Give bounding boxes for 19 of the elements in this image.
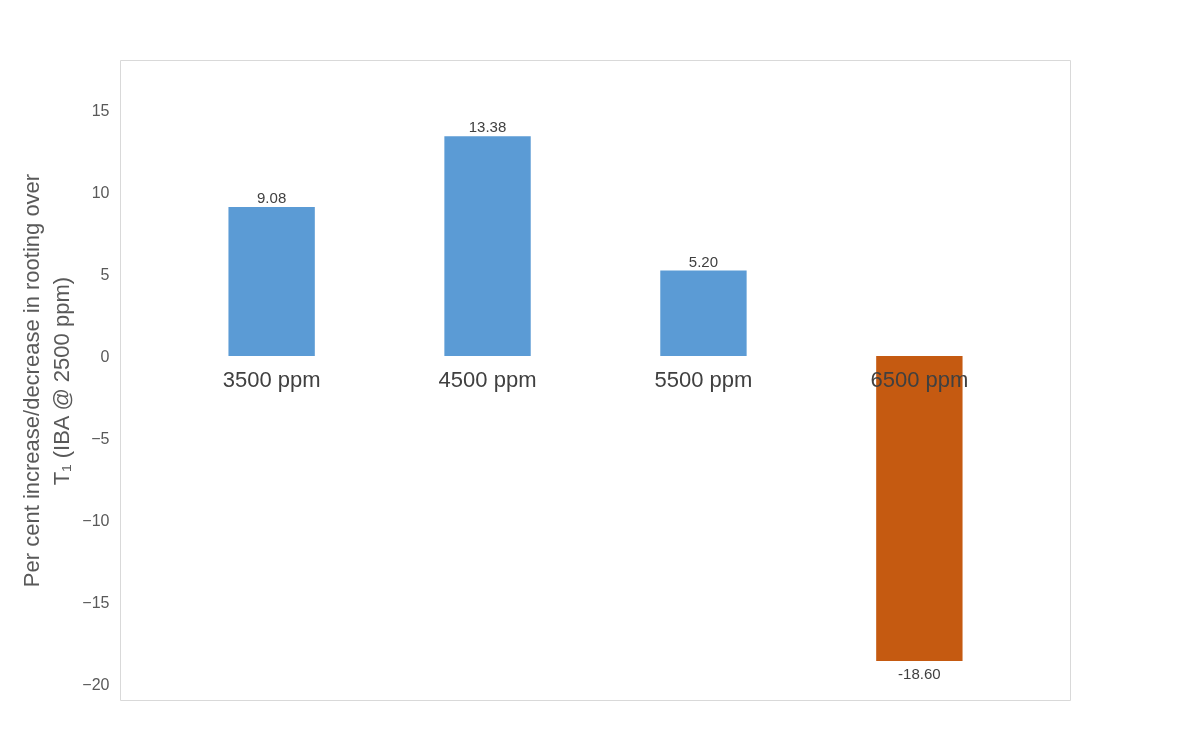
bar xyxy=(444,136,531,356)
bar xyxy=(660,270,747,356)
y-axis-title: Per cent increase/decrease in rooting over T₁ (IBA @ 2500 ppm) xyxy=(19,173,75,588)
y-tick-label: −15 xyxy=(82,594,110,612)
x-tick-label: 5500 ppm xyxy=(654,366,753,392)
x-tick-label: 4500 ppm xyxy=(438,366,537,392)
x-tick-label: 3500 ppm xyxy=(222,366,321,392)
y-tick-label: 15 xyxy=(91,101,110,119)
bar xyxy=(228,206,315,356)
data-label: 9.08 xyxy=(257,188,287,206)
data-label: 13.38 xyxy=(468,118,507,136)
data-label: 5.20 xyxy=(688,252,719,270)
y-tick-label: −20 xyxy=(82,676,110,694)
data-label: -18.60 xyxy=(898,665,941,683)
y-tick-label: 5 xyxy=(100,265,110,283)
y-tick-label: 10 xyxy=(91,183,110,201)
y-tick-label: −10 xyxy=(82,511,110,529)
y-tick-label: 0 xyxy=(100,347,110,365)
y-tick-label: −5 xyxy=(91,429,110,447)
